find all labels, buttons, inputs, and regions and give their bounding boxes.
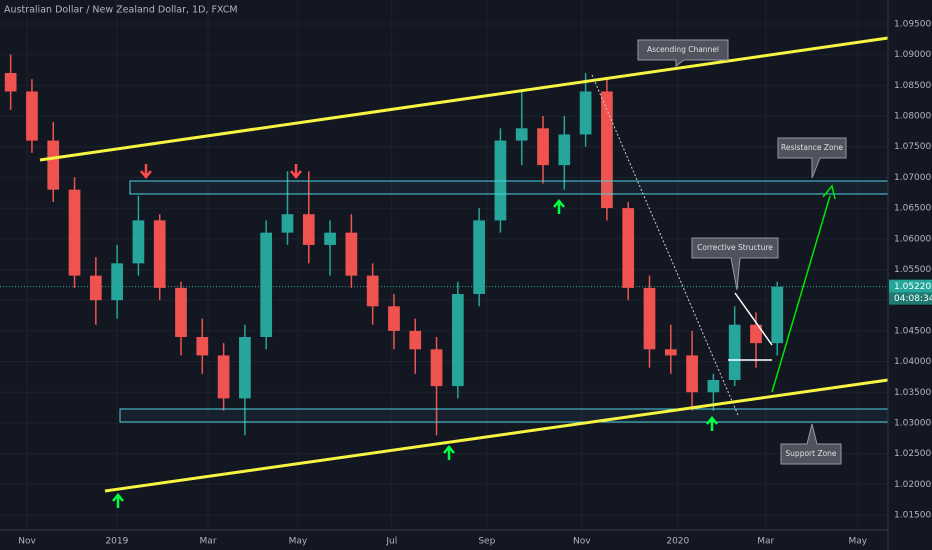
price-tag (889, 279, 932, 293)
green-arrow (112, 493, 124, 508)
candle-body (451, 294, 464, 387)
candle-body (345, 232, 358, 276)
x-tick-label: Nov (18, 537, 36, 547)
x-tick-label: 2020 (666, 537, 689, 547)
candle-body (728, 324, 741, 380)
candle-body (664, 349, 677, 356)
y-tick-label: 1.05500 (894, 265, 931, 275)
candle-body (175, 287, 187, 338)
y-tick-label: 1.07500 (894, 142, 931, 152)
channel-upper (39, 36, 889, 162)
trend-line (591, 74, 739, 416)
x-tick-label: Jul (385, 537, 397, 547)
candle-body (771, 286, 784, 344)
y-tick-label: 1.08500 (894, 81, 931, 91)
candle-body (153, 220, 166, 288)
callout-text: Ascending Channel (647, 45, 719, 54)
channel-lower (104, 378, 889, 493)
y-tick-label: 1.04000 (894, 357, 931, 367)
x-tick-label: Sep (478, 537, 495, 547)
drawings (39, 36, 889, 508)
candle-body (26, 91, 38, 141)
price-axis (888, 0, 932, 550)
y-tick-label: 1.09500 (894, 19, 931, 29)
candle-body (430, 349, 443, 387)
candle-body (132, 220, 145, 264)
resistance-zone (129, 180, 889, 195)
candle-body (494, 140, 507, 221)
y-tick-label: 1.06000 (894, 234, 931, 244)
candle-body (366, 275, 379, 307)
callout-box (780, 423, 842, 465)
candle-body (473, 220, 485, 295)
green-arrow (443, 445, 455, 460)
x-tick-label: Mar (757, 537, 774, 547)
candle-body (643, 287, 656, 350)
y-tick-label: 1.01500 (894, 511, 931, 521)
y-tick-label: 1.07000 (894, 173, 931, 183)
support-zone (119, 408, 889, 423)
candle-body (68, 189, 81, 276)
candle-body (558, 134, 571, 166)
x-tick-label: Mar (200, 537, 217, 547)
y-tick-label: 1.04500 (894, 326, 931, 336)
x-tick-label: Nov (573, 537, 591, 547)
y-tick-label: 1.03000 (894, 418, 931, 428)
green-arrow (706, 416, 718, 431)
candle-body (89, 275, 102, 301)
callout-box (777, 137, 847, 179)
candle-body (707, 379, 720, 393)
red-arrow (140, 164, 152, 179)
candle-body (388, 306, 400, 331)
candle-body (281, 214, 294, 233)
callout-text: Resistance Zone (781, 143, 843, 152)
candle-body (239, 337, 251, 399)
red-arrow (290, 164, 302, 179)
callout-box (691, 237, 779, 291)
candle-body (750, 324, 762, 344)
x-tick-label: 2019 (105, 537, 128, 547)
y-tick-label: 1.02500 (894, 449, 931, 459)
candle-body (196, 337, 209, 356)
axis-labels: 1.01500 1.02000 1.02500 1.03000 1.03500 1.040… (18, 19, 932, 547)
callout-box (637, 39, 729, 67)
grid (0, 0, 888, 530)
candle-body (302, 214, 315, 245)
projection-head (822, 184, 836, 200)
y-tick-label: 1.09000 (894, 50, 931, 60)
wedge-top (734, 292, 773, 346)
candle-body (579, 91, 592, 135)
candle-body (622, 208, 635, 288)
callouts: Ascending Channel Resistance Zone Correc… (637, 39, 847, 465)
candle-body (686, 355, 698, 393)
candle-body (537, 128, 549, 166)
candle-body (515, 128, 528, 141)
y-tick-label: 1.03500 (894, 388, 931, 398)
candle-body (601, 91, 613, 209)
candle-body (260, 232, 273, 338)
candle-body (324, 232, 336, 245)
chart-title: Australian Dollar / New Zealand Dollar, … (4, 5, 238, 16)
candle-body (4, 73, 17, 92)
x-tick-label: May (848, 537, 867, 547)
y-tick-label: 1.08000 (894, 112, 931, 122)
candle-body (47, 140, 60, 190)
price-tag-label: 1.05220 (894, 282, 931, 292)
callout-text: Support Zone (785, 449, 837, 458)
candle-body (409, 330, 422, 350)
green-arrow (553, 199, 565, 214)
countdown-label: 04:08:34 (894, 294, 932, 304)
candle-body (111, 263, 123, 301)
y-tick-label: 1.02000 (894, 480, 931, 490)
callout-text: Corrective Structure (697, 243, 773, 252)
y-tick-label: 1.06500 (894, 204, 931, 214)
countdown-tag (889, 292, 932, 305)
candle-body (217, 355, 230, 399)
x-tick-label: May (289, 537, 308, 547)
projection-line (771, 195, 831, 393)
